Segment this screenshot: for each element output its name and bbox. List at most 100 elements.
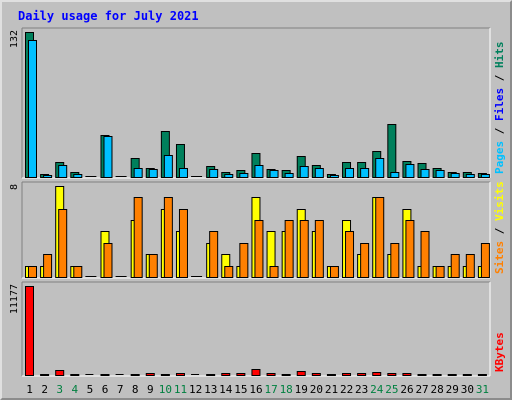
day-label-2: 2	[41, 383, 48, 396]
bar-visits-sites-day-8	[133, 197, 143, 278]
bar-hits-pages-day-25	[390, 172, 400, 178]
bar-visits-sites-day-11	[178, 209, 188, 278]
bar-kbytes-kbytes-day-7	[115, 374, 124, 375]
day-label-10: 10	[159, 383, 172, 396]
panel-kbytes-ymax-label: 11177	[9, 284, 20, 314]
bar-hits-pages-day-31	[480, 174, 490, 178]
bar-hits-pages-day-27	[420, 169, 430, 178]
bar-kbytes-kbytes-day-8	[130, 374, 140, 376]
panel-visits-legend: Sites / Visits	[493, 181, 506, 274]
day-label-24: 24	[370, 383, 384, 396]
day-label-25: 25	[385, 383, 398, 396]
bar-kbytes-kbytes-day-1	[25, 286, 34, 376]
bar-kbytes-kbytes-day-26	[402, 373, 412, 376]
panel-hits-ymax-label: 132	[9, 30, 20, 48]
bar-visits-sites-day-24	[375, 197, 385, 278]
day-label-28: 28	[431, 383, 444, 396]
bar-visits-sites-day-16	[254, 220, 264, 278]
day-label-14: 14	[219, 383, 233, 396]
bar-hits-pages-day-7	[118, 176, 127, 177]
bar-visits-sites-day-12	[194, 276, 203, 277]
panel-kbytes-legend: KBytes	[493, 332, 506, 372]
bar-hits-pages-day-1	[28, 40, 37, 178]
bar-hits-pages-day-11	[178, 168, 188, 178]
day-label-8: 8	[132, 383, 139, 396]
bar-hits-pages-day-16	[254, 165, 264, 178]
bar-visits-sites-day-26	[405, 220, 415, 278]
bar-hits-pages-day-23	[360, 168, 370, 178]
bar-visits-sites-day-2	[43, 254, 53, 278]
bar-kbytes-kbytes-day-9	[145, 373, 155, 376]
panel-hits-legend: Pages / Files / Hits	[493, 42, 506, 175]
bar-hits-pages-day-21	[329, 175, 339, 178]
legend-entry: KBytes	[493, 332, 506, 372]
bar-visits-sites-day-9	[148, 254, 158, 278]
bar-hits-pages-day-9	[148, 169, 158, 178]
day-label-12: 12	[189, 383, 202, 396]
bar-kbytes-kbytes-day-16	[251, 369, 261, 376]
legend-separator: /	[493, 221, 506, 241]
bar-visits-sites-day-19	[299, 220, 309, 278]
bar-kbytes-kbytes-day-31	[477, 374, 487, 376]
day-label-27: 27	[415, 383, 428, 396]
panel-kbytes	[22, 282, 490, 376]
bar-visits-sites-day-18	[284, 220, 294, 278]
panel-visits-ymax-label: 8	[9, 184, 20, 190]
bar-visits-sites-day-17	[269, 266, 279, 278]
bar-kbytes-kbytes-day-6	[100, 374, 110, 376]
bar-visits-sites-day-4	[73, 266, 83, 278]
bar-kbytes-kbytes-day-20	[311, 373, 321, 376]
bar-kbytes-kbytes-day-12	[191, 374, 200, 375]
bar-hits-pages-day-8	[133, 168, 143, 178]
bar-kbytes-kbytes-day-28	[432, 374, 442, 376]
bar-hits-pages-day-10	[163, 155, 173, 178]
day-label-6: 6	[102, 383, 109, 396]
bar-hits-pages-day-22	[345, 168, 355, 178]
bar-visits-sites-day-7	[118, 276, 127, 277]
bar-hits-pages-day-20	[314, 168, 324, 178]
bar-kbytes-kbytes-day-19	[296, 371, 306, 376]
bar-hits-pages-day-15	[239, 173, 249, 178]
legend-entry: Pages	[493, 141, 506, 174]
day-label-26: 26	[400, 383, 413, 396]
day-label-4: 4	[72, 383, 79, 396]
bar-visits-sites-day-21	[329, 266, 339, 278]
bar-visits-sites-day-3	[58, 209, 68, 278]
bar-visits-sites-day-6	[103, 243, 113, 278]
day-label-29: 29	[446, 383, 459, 396]
day-label-11: 11	[174, 383, 187, 396]
bar-visits-sites-day-14	[224, 266, 234, 278]
bar-kbytes-kbytes-day-23	[357, 373, 367, 376]
bar-visits-sites-day-30	[465, 254, 475, 278]
bar-hits-pages-day-29	[450, 173, 460, 178]
bar-kbytes-kbytes-day-10	[160, 374, 170, 376]
bar-hits-pages-day-19	[299, 166, 309, 178]
bar-hits-pages-day-18	[284, 173, 294, 178]
bar-visits-sites-day-15	[239, 243, 249, 278]
bar-kbytes-kbytes-day-2	[40, 374, 50, 376]
bar-hits-pages-day-4	[73, 174, 83, 178]
bar-visits-sites-day-1	[28, 266, 37, 278]
day-label-23: 23	[355, 383, 368, 396]
bar-kbytes-kbytes-day-22	[342, 373, 352, 376]
bar-visits-sites-day-27	[420, 231, 430, 278]
bar-kbytes-kbytes-day-4	[70, 374, 80, 376]
day-label-13: 13	[204, 383, 217, 396]
day-label-9: 9	[147, 383, 154, 396]
bar-kbytes-kbytes-day-24	[372, 372, 382, 376]
day-label-3: 3	[56, 383, 63, 396]
bar-hits-pages-day-26	[405, 164, 415, 178]
day-label-16: 16	[249, 383, 262, 396]
bar-hits-pages-day-5	[88, 176, 97, 177]
day-label-22: 22	[340, 383, 353, 396]
day-label-7: 7	[117, 383, 124, 396]
bar-kbytes-kbytes-day-18	[281, 374, 291, 376]
bar-visits-sites-day-22	[345, 231, 355, 278]
bar-kbytes-kbytes-day-29	[447, 374, 457, 376]
bar-visits-sites-day-5	[88, 276, 97, 277]
bar-kbytes-kbytes-day-13	[206, 374, 216, 376]
day-label-18: 18	[280, 383, 293, 396]
bar-hits-pages-day-17	[269, 170, 279, 178]
